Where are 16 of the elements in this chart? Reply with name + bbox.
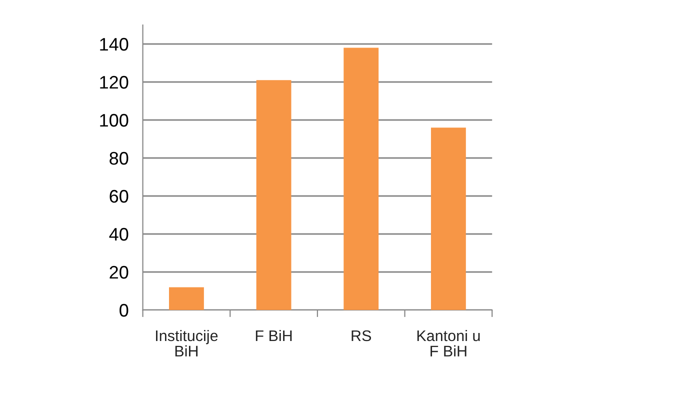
y-tick-label: 60 xyxy=(110,190,128,203)
y-tick-label: 20 xyxy=(110,266,128,279)
x-tick-label: F BiH xyxy=(256,330,292,342)
bar xyxy=(256,80,292,310)
y-tick-label: 100 xyxy=(100,114,128,127)
y-tick-label: 80 xyxy=(110,152,128,165)
bar xyxy=(430,128,466,310)
y-tick-label: 40 xyxy=(109,228,128,241)
bar xyxy=(344,48,379,310)
x-tick-label: RS xyxy=(352,330,372,342)
x-tick-label: Institucije BiH xyxy=(156,330,218,356)
bar xyxy=(169,287,204,310)
y-tick-label: 140 xyxy=(100,38,128,51)
y-tick-label: 0 xyxy=(120,304,128,317)
y-tick-label: 120 xyxy=(100,76,128,89)
x-tick-label: Kantoni u F BiH xyxy=(417,330,480,356)
